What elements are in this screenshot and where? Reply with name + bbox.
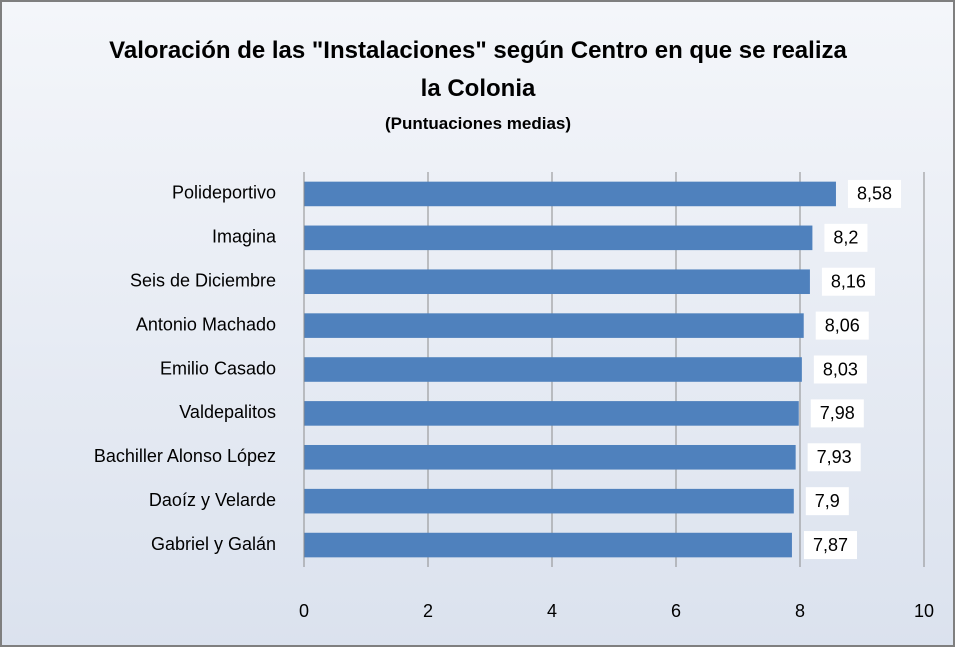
x-tick-label: 6: [671, 601, 681, 621]
value-label: 8,03: [823, 359, 858, 379]
y-tick-label: Emilio Casado: [160, 358, 276, 378]
x-tick-label: 10: [914, 601, 934, 621]
bar: [304, 488, 794, 514]
y-tick-label: Polideportivo: [172, 183, 276, 203]
y-tick-label: Imagina: [212, 227, 277, 247]
y-tick-label: Antonio Machado: [136, 314, 276, 334]
value-label-background: [813, 355, 867, 384]
x-tick-label: 8: [795, 601, 805, 621]
value-label: 8,2: [833, 228, 858, 248]
value-label-background: [810, 399, 864, 428]
y-tick-label: Seis de Diciembre: [130, 270, 276, 290]
value-label: 8,58: [857, 184, 892, 204]
x-tick-label: 2: [423, 601, 433, 621]
value-label-background: [815, 311, 869, 340]
bar: [304, 225, 813, 251]
y-tick-label: Gabriel y Galán: [151, 534, 276, 554]
bar: [304, 357, 802, 382]
value-label-background: [807, 443, 861, 472]
bar: [304, 401, 799, 426]
bar: [304, 181, 836, 207]
value-label: 7,93: [817, 447, 852, 467]
chart-title: Valoración de las "Instalaciones" según …: [109, 37, 847, 102]
value-label: 7,9: [815, 491, 840, 511]
y-tick-label: Valdepalitos: [179, 402, 276, 422]
bar: [304, 532, 792, 558]
y-tick-label: Bachiller Alonso López: [94, 446, 276, 466]
value-label-background: [847, 179, 902, 208]
y-tick-label: Daoíz y Velarde: [149, 490, 276, 510]
bar: [304, 313, 804, 338]
chart-subtitle: (Puntuaciones medias): [384, 114, 572, 133]
value-label-background: [803, 531, 857, 560]
bar: [304, 269, 810, 295]
bar: [304, 444, 796, 470]
value-label-background: [805, 487, 849, 516]
value-label: 7,98: [820, 403, 855, 423]
x-tick-label: 0: [299, 601, 309, 621]
value-label-background: [824, 223, 868, 252]
x-tick-label: 4: [547, 601, 557, 621]
value-label: 8,16: [831, 271, 866, 291]
value-label-background: [821, 267, 875, 296]
value-label: 8,06: [825, 315, 860, 335]
value-label: 7,87: [813, 535, 848, 555]
